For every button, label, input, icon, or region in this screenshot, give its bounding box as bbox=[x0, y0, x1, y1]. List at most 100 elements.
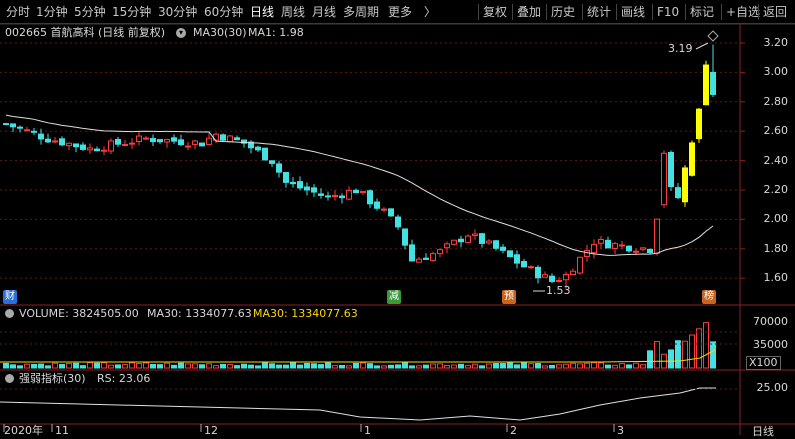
event-tag[interactable]: 榜 bbox=[702, 290, 716, 304]
toolbar-button[interactable]: 标记 bbox=[690, 5, 715, 19]
candle-body bbox=[654, 218, 660, 254]
candle-body bbox=[290, 181, 296, 185]
candle-body bbox=[3, 123, 9, 126]
corner-period-label[interactable]: 日线 bbox=[752, 425, 774, 438]
volume-dropdown-icon[interactable] bbox=[5, 309, 14, 318]
event-tag[interactable]: 减 bbox=[387, 290, 401, 304]
volume-bar bbox=[290, 362, 296, 369]
candle-body bbox=[220, 134, 226, 141]
candle-body bbox=[332, 194, 338, 197]
volume-bar bbox=[409, 365, 415, 369]
toolbar-button[interactable]: 叠加 bbox=[517, 5, 542, 19]
ma-value: MA1: 1.98 bbox=[248, 26, 304, 39]
volume-bar bbox=[24, 363, 30, 369]
toolbar-button[interactable]: 统计 bbox=[587, 5, 612, 19]
volume-bar bbox=[115, 364, 121, 369]
volume-header: VOLUME: 3824505.00 MA30: 1334077.63 MA30… bbox=[0, 306, 740, 321]
dropdown-icon[interactable]: ▾ bbox=[176, 28, 186, 38]
volume-bar bbox=[38, 363, 44, 369]
candle-body bbox=[52, 140, 58, 143]
event-tag[interactable]: 财 bbox=[3, 290, 17, 304]
volume-bar bbox=[703, 322, 709, 369]
price-axis-label: 2.00 bbox=[763, 212, 789, 226]
volume-bar bbox=[192, 363, 198, 369]
period-tab[interactable]: 月线 bbox=[312, 5, 337, 19]
toolbar-button[interactable]: 返回 bbox=[763, 5, 788, 19]
volume-bar bbox=[451, 364, 457, 369]
candle-body bbox=[528, 266, 534, 269]
volume-bar bbox=[430, 363, 436, 369]
volume-bar bbox=[255, 365, 261, 369]
candle-body bbox=[108, 140, 114, 152]
rs-axis-25: 25.00 bbox=[756, 381, 789, 394]
period-tab[interactable]: 周线 bbox=[281, 5, 306, 19]
volume-bar bbox=[521, 362, 527, 369]
volume-bar bbox=[171, 364, 177, 369]
volume-bar bbox=[584, 362, 590, 369]
candle-body bbox=[640, 247, 646, 250]
volume-bar bbox=[94, 362, 100, 369]
rs-dropdown-icon[interactable] bbox=[5, 374, 14, 383]
candle-body bbox=[472, 233, 478, 237]
volume-bar bbox=[59, 363, 65, 369]
candle-body bbox=[276, 163, 282, 173]
candle-body bbox=[549, 275, 555, 282]
candle-body bbox=[507, 250, 513, 258]
volume-bar bbox=[66, 363, 72, 369]
period-tab[interactable]: 60分钟 bbox=[204, 5, 244, 19]
candle-body bbox=[514, 254, 520, 264]
candle-body bbox=[129, 142, 135, 145]
date-axis-label: 3 bbox=[617, 424, 624, 437]
candle-body bbox=[626, 245, 632, 252]
period-tab[interactable]: 多周期 bbox=[343, 5, 380, 19]
candle-body bbox=[17, 126, 23, 129]
period-tab[interactable]: 更多 bbox=[388, 5, 413, 19]
volume-bar bbox=[101, 362, 107, 369]
volume-bar bbox=[332, 365, 338, 369]
toolbar-button[interactable]: 画线 bbox=[621, 5, 646, 19]
candle-body bbox=[143, 137, 149, 140]
toolbar-button[interactable]: +自选 bbox=[726, 5, 761, 19]
toolbar-button[interactable]: F10 bbox=[657, 5, 680, 19]
more-arrow-icon[interactable]: 〉 bbox=[424, 5, 437, 19]
candle-body bbox=[283, 172, 289, 183]
volume-bar bbox=[360, 362, 366, 369]
price-axis-label: 3.20 bbox=[763, 36, 789, 49]
volume-bar bbox=[654, 341, 660, 369]
volume-bar bbox=[458, 363, 464, 369]
candle-body bbox=[73, 143, 79, 148]
diamond-marker-icon bbox=[707, 30, 719, 42]
candle-body bbox=[59, 138, 65, 146]
volume-bar bbox=[668, 349, 674, 369]
candle-body bbox=[297, 181, 303, 189]
period-tab[interactable]: 分时 bbox=[6, 5, 31, 19]
toolbar-separator bbox=[758, 4, 759, 20]
volume-bar bbox=[353, 362, 359, 369]
candle-body bbox=[374, 201, 380, 209]
volume-bar bbox=[682, 340, 688, 369]
candle-body bbox=[367, 190, 373, 205]
period-tab[interactable]: 30分钟 bbox=[158, 5, 198, 19]
volume-bar bbox=[220, 363, 226, 369]
volume-bar bbox=[157, 364, 163, 369]
volume-bar bbox=[577, 363, 583, 369]
volume-bar bbox=[164, 362, 170, 369]
volume-bar bbox=[31, 363, 37, 369]
volume-unit: X100 bbox=[746, 356, 781, 370]
period-tab[interactable]: 5分钟 bbox=[74, 5, 106, 19]
toolbar-button[interactable]: 历史 bbox=[551, 5, 576, 19]
volume-bar bbox=[563, 363, 569, 369]
volume-bar bbox=[710, 341, 716, 369]
period-tab[interactable]: 1分钟 bbox=[36, 5, 68, 19]
period-tab[interactable]: 日线 bbox=[250, 5, 275, 19]
candle-body bbox=[31, 130, 37, 133]
period-tab[interactable]: 15分钟 bbox=[112, 5, 152, 19]
volume-bar bbox=[262, 362, 268, 369]
toolbar-button[interactable]: 复权 bbox=[483, 5, 508, 19]
candle-body bbox=[185, 145, 191, 148]
event-tag[interactable]: 预 bbox=[502, 290, 516, 304]
volume-bar bbox=[633, 362, 639, 369]
volume-bar bbox=[479, 365, 485, 369]
candle-body bbox=[402, 228, 408, 246]
